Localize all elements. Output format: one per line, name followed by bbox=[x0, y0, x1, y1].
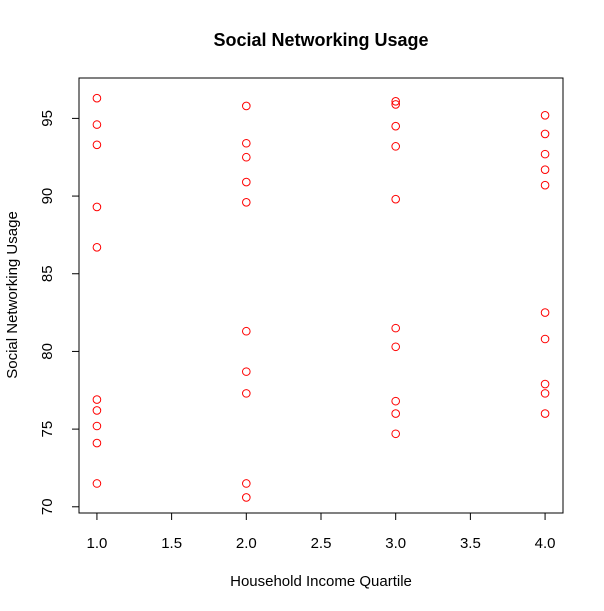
data-point bbox=[391, 100, 400, 109]
data-point bbox=[391, 342, 400, 352]
plot-frame bbox=[78, 77, 564, 514]
data-point bbox=[92, 243, 102, 252]
y-axis-label: Social Networking Usage bbox=[4, 211, 21, 379]
y-tick-label: 80 bbox=[39, 343, 56, 360]
data-point bbox=[540, 334, 550, 344]
y-tick-label: 90 bbox=[39, 188, 56, 205]
data-point bbox=[92, 120, 102, 129]
data-point bbox=[391, 323, 400, 333]
data-point bbox=[242, 177, 251, 187]
x-tick-label: 1.0 bbox=[86, 535, 107, 552]
data-point bbox=[540, 165, 550, 174]
data-point bbox=[391, 142, 400, 151]
data-point bbox=[92, 93, 102, 103]
data-point bbox=[540, 110, 550, 120]
data-point bbox=[242, 367, 251, 376]
data-point bbox=[92, 395, 102, 404]
data-point bbox=[391, 121, 400, 131]
data-point bbox=[540, 180, 550, 190]
x-tick-label: 1.5 bbox=[161, 535, 182, 552]
y-tick-label: 75 bbox=[39, 421, 56, 438]
data-point bbox=[242, 138, 251, 148]
data-point bbox=[242, 152, 251, 162]
data-points bbox=[92, 93, 550, 502]
x-tick-label: 3.5 bbox=[460, 535, 481, 552]
data-point bbox=[391, 396, 400, 406]
x-tick-label: 4.0 bbox=[535, 535, 556, 552]
data-point bbox=[242, 493, 251, 502]
data-point bbox=[92, 140, 102, 150]
data-point bbox=[242, 389, 251, 398]
y-tick-label: 85 bbox=[39, 265, 56, 282]
y-tick-label: 70 bbox=[39, 498, 56, 515]
y-tick-label: 95 bbox=[39, 110, 56, 127]
data-point bbox=[92, 421, 102, 431]
x-tick-label: 3.0 bbox=[385, 535, 406, 552]
data-point bbox=[242, 479, 251, 488]
chart-title: Social Networking Usage bbox=[213, 30, 428, 50]
data-point bbox=[391, 97, 400, 106]
data-point bbox=[391, 409, 400, 418]
data-point bbox=[92, 479, 102, 488]
y-axis: 70 75 80 85 90 95 bbox=[39, 110, 80, 515]
x-tick-label: 2.0 bbox=[236, 535, 257, 552]
data-point bbox=[540, 308, 550, 317]
x-axis-label: Household Income Quartile bbox=[230, 573, 412, 590]
data-point bbox=[540, 149, 550, 159]
data-point bbox=[92, 438, 102, 448]
data-point bbox=[391, 429, 400, 439]
data-point bbox=[540, 129, 550, 139]
data-point bbox=[242, 101, 251, 111]
data-point bbox=[92, 406, 102, 415]
data-point bbox=[540, 409, 550, 418]
x-tick-label: 2.5 bbox=[311, 535, 332, 552]
data-point bbox=[540, 379, 550, 389]
data-point bbox=[92, 202, 102, 212]
data-point bbox=[242, 197, 251, 207]
data-point bbox=[242, 326, 251, 336]
x-axis: 1.0 1.5 2.0 2.5 3.0 3.5 4.0 bbox=[86, 512, 556, 552]
data-point bbox=[540, 389, 550, 398]
data-point bbox=[391, 194, 400, 204]
